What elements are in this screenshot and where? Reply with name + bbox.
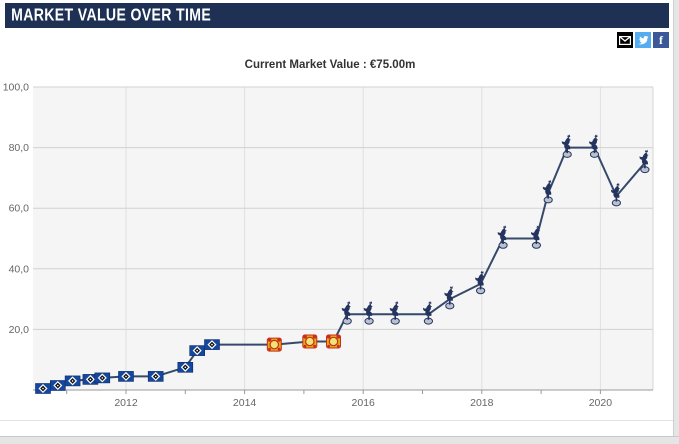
page-background-right — [673, 0, 679, 444]
marker-tottenham-cockerel-icon[interactable] — [611, 182, 622, 207]
marker-tottenham-cockerel-icon[interactable] — [444, 285, 455, 310]
y-axis-label: 100,0 — [3, 82, 29, 94]
twitter-bird-icon — [637, 35, 649, 44]
marker-hsv-crest-icon[interactable] — [177, 361, 194, 373]
marker-tottenham-cockerel-icon[interactable] — [542, 179, 553, 204]
page-background-bottom — [0, 436, 679, 444]
x-axis-label: 2012 — [114, 397, 138, 409]
marker-leverkusen-crest-icon[interactable] — [302, 334, 318, 349]
marker-hsv-crest-icon[interactable] — [147, 371, 164, 382]
market-value-chart[interactable]: 100,0 80,0 60,0 40,0 20,0 2012 2014 2016 2018 202… — [0, 80, 679, 430]
card-divider — [0, 420, 673, 421]
y-axis-label: 60,0 — [9, 203, 30, 215]
current-market-value: Current Market Value : €75.00m — [244, 59, 416, 71]
x-axis-label: 2014 — [233, 397, 257, 409]
envelope-icon — [619, 35, 631, 45]
marker-tottenham-cockerel-icon[interactable] — [589, 134, 600, 158]
share-facebook-button[interactable]: f — [653, 32, 669, 48]
marker-tottenham-cockerel-icon[interactable] — [389, 301, 400, 325]
share-twitter-button[interactable] — [635, 32, 651, 48]
marker-hsv-crest-icon[interactable] — [49, 380, 66, 391]
facebook-f-icon: f — [659, 33, 663, 47]
marker-leverkusen-crest-icon[interactable] — [326, 334, 341, 349]
share-buttons: f — [617, 32, 669, 48]
plot-area — [33, 87, 653, 390]
x-axis-label: 2016 — [352, 397, 376, 409]
marker-hsv-crest-icon[interactable] — [82, 374, 99, 385]
market-value-card: MARKET VALUE OVER TIME f Current Market … — [0, 0, 673, 437]
section-header: MARKET VALUE OVER TIME — [5, 3, 669, 28]
marker-hsv-crest-icon[interactable] — [94, 372, 111, 384]
x-axis-label: 2018 — [470, 397, 494, 409]
marker-tottenham-cockerel-icon[interactable] — [423, 301, 433, 325]
marker-tottenham-cockerel-icon[interactable] — [639, 149, 650, 174]
x-axis-label: 2020 — [589, 397, 613, 409]
marker-hsv-crest-icon[interactable] — [204, 339, 220, 350]
section-title: MARKET VALUE OVER TIME — [11, 5, 212, 25]
marker-hsv-crest-icon[interactable] — [35, 383, 51, 394]
marker-tottenham-cockerel-icon[interactable] — [341, 301, 352, 325]
marker-leverkusen-crest-icon[interactable] — [266, 337, 282, 352]
y-axis-label: 80,0 — [9, 142, 30, 154]
marker-tottenham-cockerel-icon[interactable] — [363, 301, 374, 325]
marker-tottenham-cockerel-icon[interactable] — [497, 225, 508, 249]
marker-hsv-crest-icon[interactable] — [189, 345, 205, 356]
marker-tottenham-cockerel-icon[interactable] — [531, 225, 542, 249]
marker-hsv-crest-icon[interactable] — [64, 375, 81, 387]
marker-tottenham-cockerel-icon[interactable] — [561, 134, 572, 158]
share-email-button[interactable] — [617, 32, 633, 48]
marker-tottenham-cockerel-icon[interactable] — [475, 270, 486, 295]
y-axis-label: 40,0 — [9, 263, 30, 275]
marker-hsv-crest-icon[interactable] — [118, 371, 134, 382]
y-axis-label: 20,0 — [9, 324, 30, 336]
